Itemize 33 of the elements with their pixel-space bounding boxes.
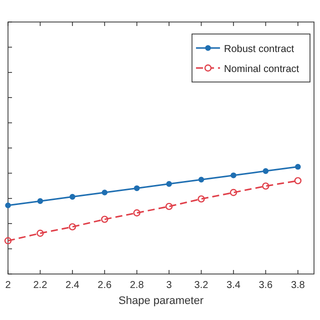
x-tick-label: 2.6 — [98, 280, 112, 291]
point — [4, 237, 12, 244]
point — [133, 209, 140, 216]
x-tick-label: 3 — [166, 280, 172, 291]
x-axis-title: Shape parameter — [118, 295, 204, 307]
point — [37, 198, 44, 204]
point — [294, 177, 302, 184]
x-tick-label: 3.4 — [226, 280, 241, 291]
point — [230, 188, 238, 196]
legend-label: Robust contract — [224, 44, 294, 55]
point — [262, 182, 270, 190]
point — [198, 176, 204, 183]
point — [165, 202, 173, 210]
point — [134, 185, 140, 192]
x-tick-label: 3.2 — [194, 280, 209, 291]
point — [68, 223, 76, 230]
point — [230, 172, 236, 178]
x-tick-label: 3.8 — [290, 280, 306, 291]
point — [198, 195, 205, 203]
point — [166, 181, 172, 187]
point — [262, 168, 269, 174]
x-tick-label: 2.2 — [33, 280, 48, 291]
point — [5, 202, 11, 208]
x-tick-label: 3.6 — [258, 280, 274, 291]
x-tick-label: 2.4 — [65, 280, 80, 291]
x-tick-label: 2 — [5, 280, 12, 291]
legend-label: Nominal contract — [224, 64, 300, 75]
point — [70, 194, 76, 200]
point — [294, 164, 301, 170]
point — [102, 190, 108, 196]
x-tick-label: 2.8 — [130, 280, 144, 291]
point — [36, 230, 44, 237]
point — [101, 216, 108, 223]
